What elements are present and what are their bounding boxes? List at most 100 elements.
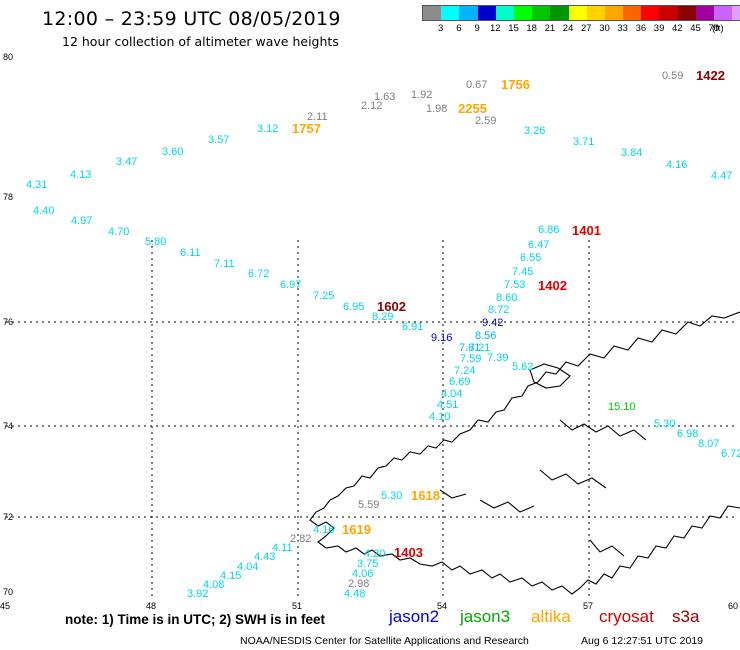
legend-label: 3 (438, 23, 444, 34)
wave-height-value: 8.72 (488, 304, 509, 316)
legend-label: 33 (617, 23, 628, 34)
pass-time-label: 1619 (342, 522, 371, 537)
legend-swatch (659, 6, 678, 20)
wave-height-value: 6.55 (520, 252, 541, 264)
legend-labels: (ft) 3 6 9 12 15 18 21 24 27 30 33 36 39 42 45 70 (422, 21, 740, 35)
wave-height-value: 4.04 (441, 388, 462, 400)
wave-height-value: 6.72 (721, 448, 740, 460)
wave-height-value: 8.56 (475, 330, 496, 342)
pass-time-label: 1602 (377, 299, 406, 314)
wave-height-value: 5.30 (654, 418, 675, 430)
wave-height-value: 4.06 (352, 568, 373, 580)
wave-height-value: 4.15 (220, 570, 241, 582)
greenland-coastline (309, 311, 740, 595)
wave-height-value: 4.48 (344, 588, 365, 600)
lat-tick-label: 74 (3, 421, 13, 431)
wave-height-value: 4.40 (33, 205, 54, 217)
wave-height-value: 4.70 (108, 226, 129, 238)
wave-height-value: 2.12 (361, 100, 382, 112)
wave-height-value: 7.45 (512, 266, 533, 278)
coastline (309, 311, 740, 595)
legend-swatch (586, 6, 605, 20)
sat-jason3: jason3 (460, 607, 511, 626)
wave-height-value: 6.97 (280, 279, 301, 291)
wave-height-value: 3.47 (116, 156, 137, 168)
wave-height-value: 3.75 (357, 558, 378, 570)
lon-tick-label: 57 (583, 601, 593, 611)
legend-label: 30 (599, 23, 610, 34)
wave-height-value: 4.16 (313, 524, 334, 536)
inner-coastline (439, 419, 647, 557)
lat-tick-label: 78 (3, 192, 13, 202)
wave-height-value: 6.72 (248, 268, 269, 280)
wave-height-value: 6.95 (343, 301, 364, 313)
wave-height-value: 2.11 (307, 111, 328, 123)
wave-height-value: 0.67 (466, 79, 487, 91)
legend-label: 45 (690, 23, 701, 34)
color-legend: (ft) 3 6 9 12 15 18 21 24 27 30 33 36 39 42 45 70 (422, 5, 740, 35)
pass-time-label: 1757 (292, 121, 321, 136)
wave-height-value: 6.69 (449, 376, 470, 388)
wave-height-value: 2.82 (290, 533, 311, 545)
legend-label: 6 (456, 23, 462, 34)
wave-height-value: 8.60 (496, 292, 517, 304)
lon-tick-label: 60 (728, 601, 738, 611)
wave-height-value: 7.25 (313, 290, 334, 302)
wave-height-value: 6.11 (180, 247, 201, 259)
legend-swatch (441, 6, 460, 20)
page-subtitle: 12 hour collection of altimeter wave hei… (62, 34, 339, 49)
wave-height-value: 6.86 (538, 224, 559, 236)
wave-height-value: 3.84 (621, 147, 642, 159)
legend-swatch (513, 6, 533, 20)
legend-unit: (ft) (712, 23, 724, 34)
wave-height-value: 8.07 (698, 438, 719, 450)
wave-height-value: 5.62 (512, 361, 533, 373)
wave-height-value: 5.59 (358, 499, 379, 511)
wave-height-value: 4.43 (254, 551, 275, 563)
legend-label: 70 (708, 23, 719, 34)
legend-swatch (641, 6, 660, 20)
legend-swatch (550, 6, 569, 20)
legend-swatch (677, 6, 696, 20)
legend-label: 18 (526, 23, 537, 34)
legend-label: 24 (562, 23, 574, 34)
wave-height-value: 4.31 (26, 179, 47, 191)
legend-label: 21 (544, 23, 556, 34)
sat-jason2: jason2 (389, 607, 440, 626)
legend-swatch (695, 6, 714, 20)
wave-height-value: 4.13 (70, 169, 91, 181)
lon-tick-label: 45 (0, 601, 10, 611)
legend-swatch (495, 6, 514, 20)
wave-height-value: 6.98 (677, 428, 698, 440)
legend-swatch (714, 6, 733, 20)
wave-height-value: 4.16 (666, 159, 687, 171)
wave-height-value: 4.97 (71, 215, 92, 227)
legend-swatch (459, 6, 478, 20)
wave-height-value: 7.53 (504, 279, 525, 291)
legend-swatch (423, 6, 442, 20)
pass-time-label: 1756 (501, 77, 530, 92)
bay-outline (529, 363, 571, 389)
legend-swatch (604, 6, 624, 20)
wave-height-value: 8.29 (372, 311, 393, 323)
time-labels: 1756 1422 2255 1757 1401 1402 1602 1618 1619 1403 (292, 68, 725, 560)
legend-swatch (568, 6, 587, 20)
lon-tick-label: 51 (292, 601, 302, 611)
pass-time-label: 1401 (572, 223, 601, 238)
legend-swatches (422, 5, 740, 21)
wave-height-value: 4.51 (437, 399, 458, 411)
wave-height-value: 2.98 (348, 578, 369, 590)
wave-height-value: 5.30 (381, 490, 402, 502)
lat-lon-grid: 45 48 51 54 57 60 80 78 76 74 72 70 (0, 52, 738, 611)
wave-height-value: 7.39 (487, 352, 508, 364)
lon-tick-label: 48 (146, 601, 156, 611)
wave-height-value: 6.91 (402, 321, 423, 333)
wave-height-value: 3.26 (524, 125, 545, 137)
legend-swatch (732, 6, 740, 20)
wave-height-value: 4.11 (272, 542, 293, 554)
page-title: 12:00 – 23:59 UTC 08/05/2019 (42, 8, 341, 30)
observation-labels: 4.31 4.13 3.47 3.60 3.57 3.12 2.11 2.121.63 1.92… (26, 70, 740, 600)
wave-height-value: 7.81 (459, 342, 480, 354)
legend-swatch (532, 6, 551, 20)
